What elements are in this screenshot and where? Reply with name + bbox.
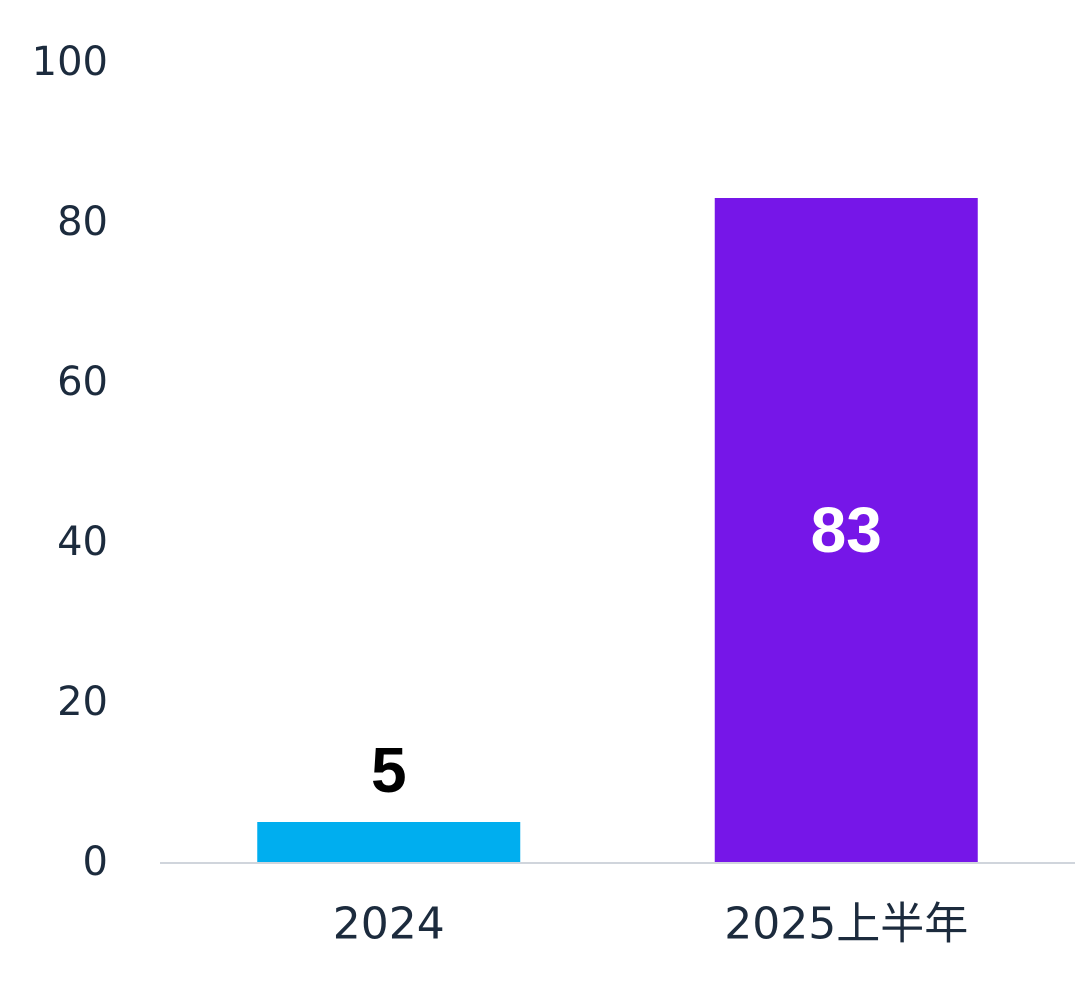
bar-2024	[257, 822, 521, 862]
y-axis-ticks: 0 20 40 60 80 100	[32, 39, 108, 885]
category-labels: 2024 2025上半年	[333, 899, 968, 950]
data-label: 83	[811, 494, 882, 566]
y-tick-label: 0	[83, 839, 108, 885]
category-label: 2025上半年	[724, 899, 968, 950]
bars	[257, 198, 978, 862]
y-tick-label: 80	[57, 199, 108, 245]
y-tick-label: 60	[57, 359, 108, 405]
data-label: 5	[371, 734, 407, 806]
y-tick-label: 20	[57, 679, 108, 725]
y-tick-label: 100	[32, 39, 108, 85]
bar-2025上半年	[714, 198, 978, 862]
category-label: 2024	[333, 899, 445, 950]
data-labels: 5 83	[371, 494, 882, 806]
y-tick-label: 40	[57, 519, 108, 565]
